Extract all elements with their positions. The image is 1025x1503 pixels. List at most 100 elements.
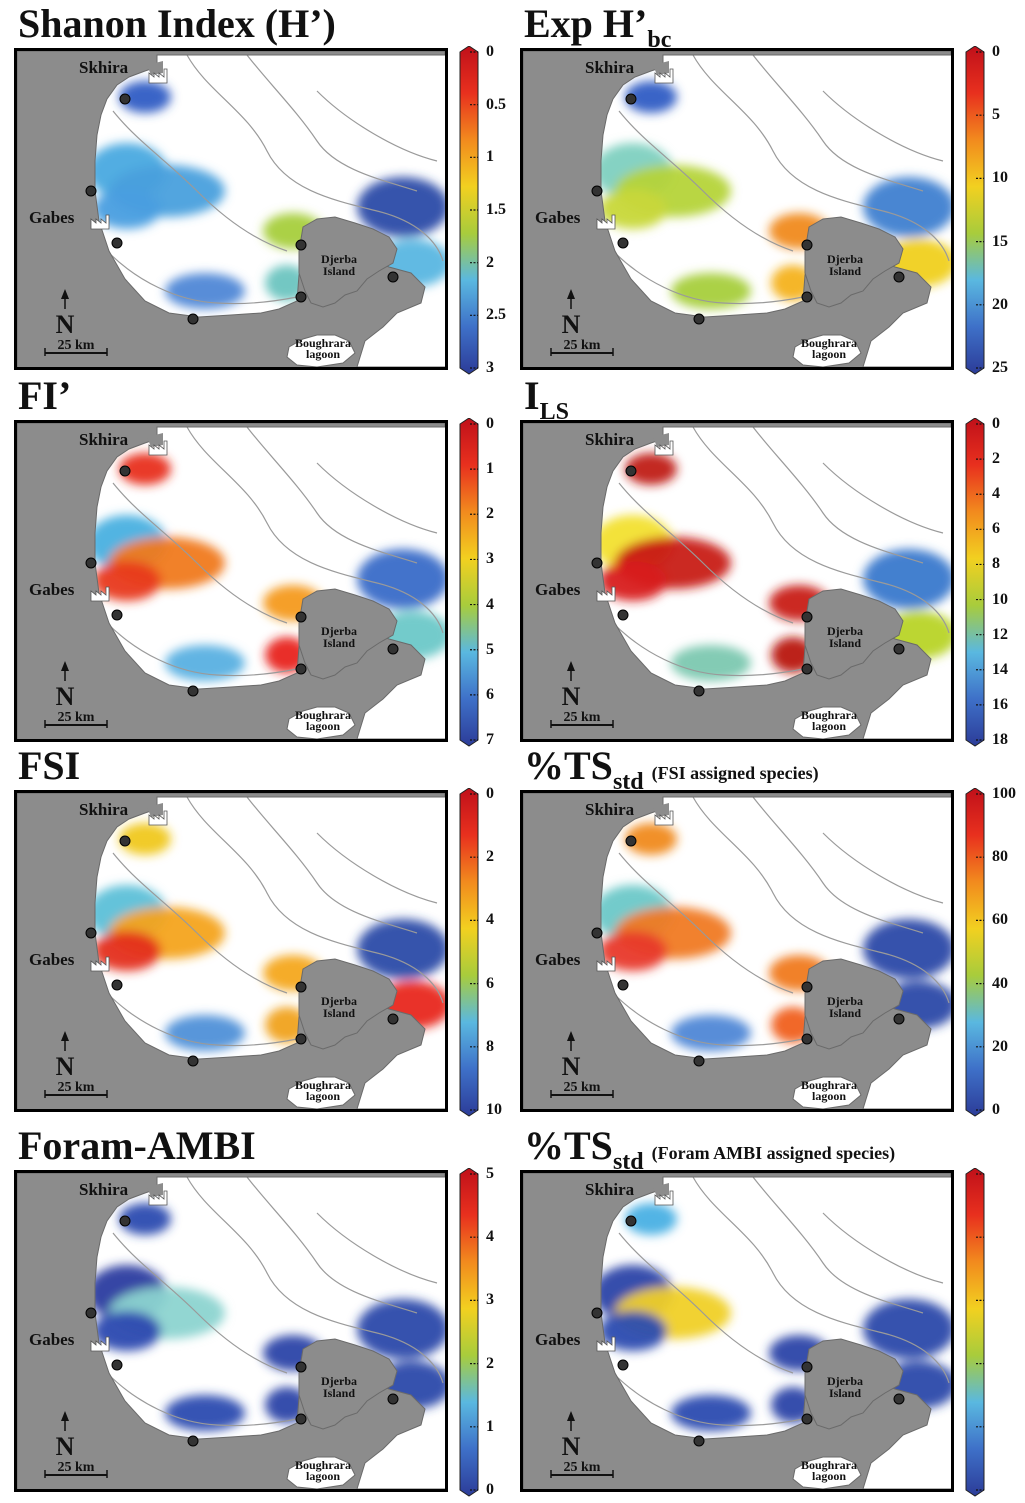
- colorbar-svg: [965, 45, 985, 375]
- bathymetry-contour: [822, 1212, 944, 1284]
- station-marker: [295, 1033, 307, 1045]
- place-label-djerba-line2: Island: [323, 264, 355, 278]
- station-marker: [295, 239, 307, 251]
- factory-icon: [148, 68, 168, 84]
- station-marker: [801, 981, 813, 993]
- factory-icon: [653, 803, 669, 817]
- place-label-north: N: [56, 1432, 75, 1461]
- colorbar-tick-label: 40: [992, 974, 1008, 992]
- station-marker: [625, 465, 637, 477]
- colorbar-svg: [459, 417, 479, 747]
- station-marker: [119, 465, 131, 477]
- map: Skhira Gabes Djerba Island Boughrara lagoon N 2…: [520, 48, 954, 370]
- bathymetry-contour: [752, 426, 924, 564]
- land-djerba: [298, 1338, 398, 1430]
- place-label-skhira: Skhira: [79, 58, 129, 77]
- zone-djerbaNE: [863, 919, 951, 979]
- north-arrow-icon: [61, 1411, 69, 1431]
- panel-title: %TSstd (Foram AMBI assigned species): [524, 1124, 895, 1176]
- station-marker: [295, 291, 307, 303]
- bathymetry-contour: [692, 796, 950, 1004]
- bathymetry-contour: [186, 54, 444, 262]
- panel-title: Shanon Index (H’): [18, 2, 336, 46]
- colorbar-tick-label: 4: [486, 595, 494, 613]
- station-marker: [801, 239, 813, 251]
- place-label-skhira: Skhira: [585, 430, 635, 449]
- station-marker: [893, 1393, 905, 1405]
- place-label-boughrara-line2: lagoon: [306, 719, 340, 733]
- zone-skhira: [119, 81, 171, 113]
- zone-gabesS: [599, 561, 667, 601]
- place-label-boughrara-line2: lagoon: [306, 1089, 340, 1103]
- scale-bar: [44, 1470, 108, 1478]
- land-djerba: [804, 958, 904, 1050]
- panel-title-main: Shanon Index (H’): [18, 1, 336, 46]
- factory-icon: [148, 1190, 168, 1206]
- station-marker: [85, 185, 97, 197]
- colorbar-tick-label: 10: [992, 169, 1008, 187]
- bathymetry-contour: [618, 482, 794, 624]
- boughrara-lagoon: [792, 1076, 862, 1109]
- colorbar-tick-label: 5: [486, 1165, 494, 1182]
- colorbar-tick-label: 0: [992, 43, 1000, 60]
- station-marker: [693, 685, 705, 697]
- zone-gabesS: [599, 189, 667, 229]
- factory-icon: [653, 433, 669, 447]
- place-label-scale: 25 km: [564, 338, 601, 353]
- zone-djerbaNE: [357, 549, 445, 609]
- colorbar-tick-label: 12: [992, 625, 1008, 643]
- bathymetry-contour: [106, 1372, 298, 1427]
- station-marker: [295, 611, 307, 623]
- bathymetry-contour: [692, 1176, 950, 1384]
- zone-south: [671, 273, 751, 309]
- factory-icon: [148, 810, 168, 826]
- place-label-north: N: [562, 310, 581, 339]
- station-marker: [893, 1013, 905, 1025]
- place-label-djerba-line1: Djerba: [321, 1374, 357, 1388]
- place-label-north: N: [56, 310, 75, 339]
- factory-icon: [596, 1336, 616, 1352]
- colorbar-tick-label: 3: [486, 550, 494, 568]
- place-label-djerba-line1: Djerba: [321, 994, 357, 1008]
- bathymetry-contour: [618, 1232, 794, 1374]
- colorbar-tick-label: 10: [992, 590, 1008, 608]
- bathymetry-contour: [106, 622, 298, 677]
- boughrara-lagoon: [792, 334, 862, 367]
- station-marker: [591, 927, 603, 939]
- station-marker: [801, 611, 813, 623]
- place-label-boughrara-line2: lagoon: [812, 719, 846, 733]
- factory-icon: [147, 803, 163, 817]
- colorbar-tick-label: 2: [486, 1354, 494, 1372]
- factory-icon: [90, 214, 110, 230]
- factory-icon: [653, 61, 669, 75]
- scale-bar: [44, 348, 108, 356]
- factory-icon: [654, 810, 674, 826]
- station-marker: [85, 557, 97, 569]
- panel-title-main: FSI: [18, 743, 81, 788]
- colorbar-tick-label: 2: [486, 253, 494, 271]
- factory-icon: [147, 1183, 163, 1197]
- station-marker: [617, 1359, 629, 1371]
- zone-skhira: [119, 453, 171, 485]
- place-label-gabes: Gabes: [29, 950, 75, 969]
- zone-djerbaNE: [357, 177, 445, 237]
- factory-icon: [147, 433, 163, 447]
- zone-djerbaNE: [863, 1299, 951, 1359]
- factory-icon: [90, 956, 110, 972]
- colorbar-tick-label: 20: [992, 295, 1008, 313]
- colorbar-tick-label: 4: [486, 1228, 494, 1246]
- colorbar-tick-label: 1.5: [486, 201, 506, 218]
- colorbar-tick-label: 5: [486, 640, 494, 658]
- place-label-boughrara-line2: lagoon: [812, 347, 846, 361]
- station-marker: [591, 557, 603, 569]
- zone-south: [671, 645, 751, 681]
- scale-bar: [44, 1090, 108, 1098]
- bathymetry-contour: [186, 426, 444, 634]
- colorbar-tick-label: 0: [486, 1481, 494, 1498]
- place-label-djerba-line2: Island: [829, 264, 861, 278]
- zone-djerbaNE: [863, 549, 951, 609]
- bathymetry-contour: [612, 1372, 804, 1427]
- boughrara-lagoon: [286, 1076, 356, 1109]
